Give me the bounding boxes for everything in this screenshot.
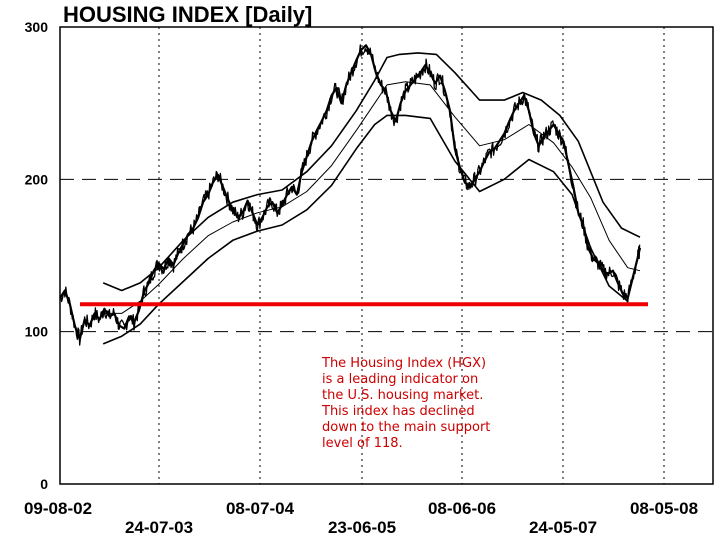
x-tick-label: 24-07-03 [125, 518, 193, 537]
y-tick-label: 200 [25, 171, 49, 187]
x-tick-label: 23-06-05 [328, 518, 396, 537]
x-tick-label: 08-05-08 [630, 499, 698, 518]
annotation-line: level of 118. [322, 436, 403, 451]
y-tick-label: 0 [40, 476, 48, 492]
chart-title: HOUSING INDEX [Daily] [63, 2, 312, 27]
plot-frame [59, 26, 714, 485]
annotation: The Housing Index (HGX)is a leading indi… [321, 356, 490, 451]
y-tick-label: 100 [25, 324, 49, 340]
annotation-line: is a leading indicator on [322, 372, 478, 387]
price-line [59, 44, 641, 346]
annotation-line: the U.S. housing market. [322, 388, 483, 403]
annotation-line: The Housing Index (HGX) [321, 356, 486, 371]
y-tick-label: 300 [25, 19, 49, 35]
lower-band-line [102, 114, 629, 345]
grid-lines [60, 27, 713, 484]
mid-band-line [103, 81, 641, 314]
annotation-line: down to the main support [322, 420, 490, 435]
price-series [59, 44, 642, 346]
x-tick-label: 09-08-02 [24, 499, 92, 518]
x-tick-label: 24-05-07 [529, 518, 597, 537]
price-trend-line [59, 44, 642, 341]
y-axis-ticks: 300 200 100 0 [25, 19, 49, 492]
annotation-line: This index has declined [321, 404, 475, 419]
upper-band-line [102, 52, 641, 292]
x-axis-ticks: 09-08-02 24-07-03 08-07-04 23-06-05 08-06-06… [24, 499, 698, 537]
x-tick-label: 08-07-04 [226, 499, 295, 518]
x-tick-label: 08-06-06 [428, 499, 496, 518]
bollinger-bands [102, 52, 641, 345]
